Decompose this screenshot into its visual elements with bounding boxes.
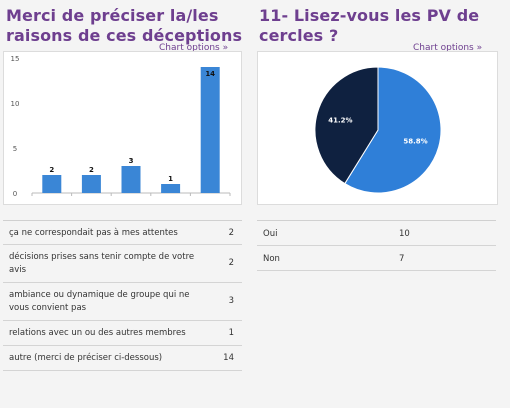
row-count: 2 [228, 228, 234, 238]
row-count: 3 [228, 296, 234, 306]
table-row: Non 7 [257, 246, 496, 271]
bar-value-label: 2 [89, 166, 94, 174]
row-label: autre (merci de préciser ci-dessous) [9, 353, 163, 363]
bar-value-label: 2 [49, 166, 54, 174]
table-row: autre (merci de préciser ci-dessous) 14 [3, 346, 242, 371]
answers-table: ça ne correspondait pas à mes attentes 2… [3, 220, 242, 371]
bar-value-label: 1 [168, 175, 173, 183]
row-count: 10 [399, 229, 410, 239]
pie-slice [344, 66, 442, 194]
question-title: Merci de préciser la/les raisons de ces … [6, 6, 246, 46]
question-title-line2: cercles ? [259, 26, 339, 45]
pie-percent-label: 58.8% [403, 138, 427, 146]
bar [81, 175, 101, 193]
pie-chart: 58.8% 41.2% [257, 51, 498, 205]
question-title-line1: 11- Lisez-vous les PV de [259, 6, 480, 25]
bar-chart: 0 5 10 15 2 2 3 1 14 [3, 51, 242, 205]
question-title-line2: raisons de ces déceptions [6, 26, 243, 45]
row-label: Oui [263, 229, 278, 239]
row-label: ça ne correspondait pas à mes attentes [9, 228, 178, 238]
bar [121, 166, 141, 193]
table-row: décisions prises sans tenir compte de vo… [3, 245, 242, 283]
bar-value-label: 3 [129, 157, 134, 165]
y-tick-label: 5 [13, 145, 17, 153]
table-row: Oui 10 [257, 221, 496, 246]
question-title: 11- Lisez-vous les PV de cercles ? [259, 6, 495, 46]
table-row: relations avec un ou des autres membres … [3, 321, 242, 346]
row-count: 14 [223, 353, 234, 363]
bar [161, 184, 181, 193]
row-label: relations avec un ou des autres membres [9, 328, 186, 338]
bar-value-label: 14 [205, 70, 215, 78]
y-tick-label: 10 [11, 100, 20, 108]
row-label: décisions prises sans tenir compte de vo… [9, 252, 195, 262]
row-label-cont: avis [9, 265, 27, 275]
bar [42, 175, 62, 193]
chart-options-link[interactable]: Chart options » [159, 43, 229, 53]
y-tick-label: 0 [13, 190, 17, 198]
bar [200, 67, 220, 193]
row-label: Non [263, 254, 280, 264]
pie-chart-svg: 58.8% 41.2% [314, 66, 442, 194]
row-label-cont: vous convient pas [9, 303, 87, 313]
row-label: ambiance ou dynamique de groupe qui ne [9, 290, 190, 300]
y-tick-label: 15 [11, 55, 20, 63]
table-row: ça ne correspondait pas à mes attentes 2 [3, 221, 242, 245]
pie-percent-label: 41.2% [328, 116, 352, 124]
pie-slice [314, 66, 379, 185]
row-count: 7 [399, 254, 405, 264]
bar-chart-svg: 0 5 10 15 2 2 3 1 14 [11, 55, 231, 198]
question-title-line1: Merci de préciser la/les [6, 6, 219, 25]
answers-table: Oui 10 Non 7 [257, 220, 496, 271]
row-count: 2 [228, 258, 234, 268]
row-count: 1 [228, 328, 234, 338]
table-row: ambiance ou dynamique de groupe qui ne v… [3, 283, 242, 321]
chart-options-link[interactable]: Chart options » [413, 43, 483, 53]
